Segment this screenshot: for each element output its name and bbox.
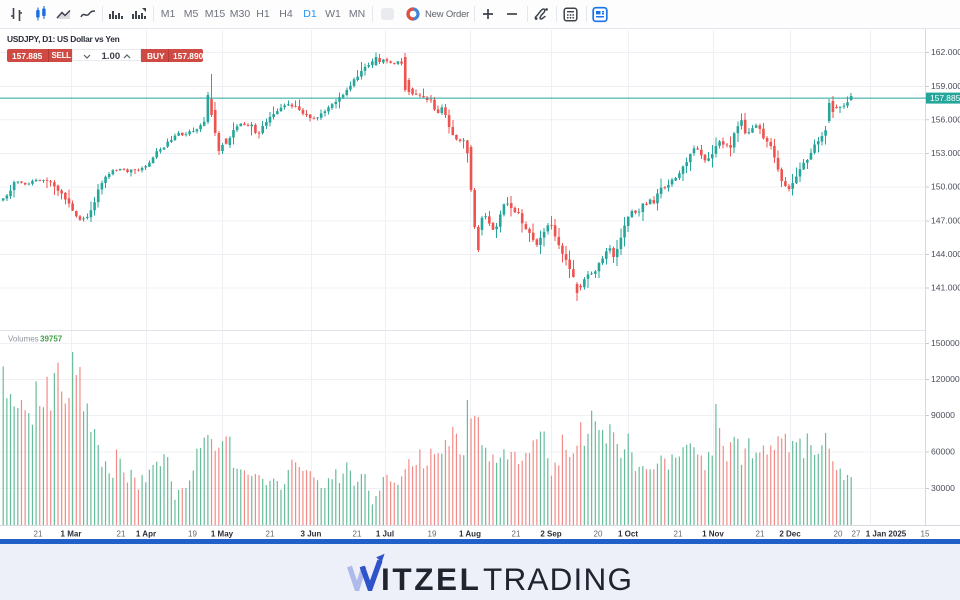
- svg-text:27: 27: [852, 530, 861, 539]
- svg-text:1 Oct: 1 Oct: [618, 530, 638, 539]
- svg-text:20: 20: [594, 530, 603, 539]
- svg-text:144.000: 144.000: [931, 249, 960, 259]
- svg-text:21: 21: [353, 530, 362, 539]
- svg-text:15: 15: [921, 530, 930, 539]
- svg-text:162.000: 162.000: [931, 47, 960, 57]
- svg-text:39757: 39757: [40, 334, 63, 343]
- svg-text:141.000: 141.000: [931, 283, 960, 293]
- svg-text:19: 19: [428, 530, 437, 539]
- svg-text:3 Jun: 3 Jun: [301, 530, 322, 539]
- svg-text:120000: 120000: [931, 374, 960, 384]
- svg-text:2 Dec: 2 Dec: [779, 530, 801, 539]
- svg-text:1 Jan 2025: 1 Jan 2025: [866, 530, 907, 539]
- svg-text:147.000: 147.000: [931, 216, 960, 226]
- svg-text:Volumes: Volumes: [8, 334, 39, 343]
- svg-text:1 Apr: 1 Apr: [136, 530, 156, 539]
- svg-text:156.000: 156.000: [931, 115, 960, 125]
- svg-text:21: 21: [266, 530, 275, 539]
- svg-text:21: 21: [756, 530, 765, 539]
- svg-text:1 Nov: 1 Nov: [702, 530, 724, 539]
- svg-text:19: 19: [188, 530, 197, 539]
- svg-text:2 Sep: 2 Sep: [540, 530, 561, 539]
- svg-text:1 Mar: 1 Mar: [61, 530, 82, 539]
- svg-text:1 Jul: 1 Jul: [376, 530, 394, 539]
- svg-text:60000: 60000: [931, 447, 955, 457]
- svg-text:20: 20: [834, 530, 843, 539]
- svg-text:21: 21: [512, 530, 521, 539]
- svg-text:153.000: 153.000: [931, 148, 960, 158]
- svg-text:157.885: 157.885: [930, 93, 960, 103]
- svg-text:30000: 30000: [931, 483, 955, 493]
- svg-text:150.000: 150.000: [931, 182, 960, 192]
- svg-text:21: 21: [674, 530, 683, 539]
- svg-text:1 Aug: 1 Aug: [459, 530, 481, 539]
- svg-text:159.000: 159.000: [931, 81, 960, 91]
- svg-text:150000: 150000: [931, 338, 960, 348]
- svg-text:21: 21: [34, 530, 43, 539]
- svg-text:1 May: 1 May: [211, 530, 234, 539]
- svg-text:21: 21: [117, 530, 126, 539]
- svg-text:90000: 90000: [931, 410, 955, 420]
